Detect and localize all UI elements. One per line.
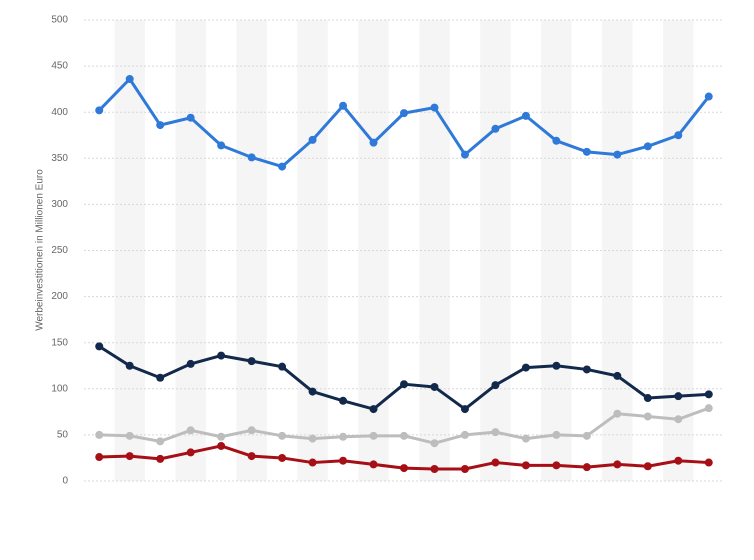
data-point xyxy=(278,362,287,371)
data-point xyxy=(217,141,226,150)
data-point xyxy=(278,453,287,462)
data-point xyxy=(339,101,348,110)
data-point xyxy=(613,409,622,418)
data-point xyxy=(247,357,256,366)
data-point xyxy=(156,454,165,463)
data-point xyxy=(125,452,134,461)
data-point xyxy=(247,426,256,435)
data-point xyxy=(521,461,530,470)
data-point xyxy=(704,458,713,467)
data-point xyxy=(339,396,348,405)
y-tick-label: 250 xyxy=(51,245,68,256)
data-point xyxy=(339,456,348,465)
data-point xyxy=(460,465,469,474)
data-point xyxy=(125,75,134,84)
data-point xyxy=(674,392,683,401)
data-point xyxy=(521,434,530,443)
data-point xyxy=(613,150,622,159)
y-tick-label: 150 xyxy=(51,337,68,348)
data-point xyxy=(308,458,317,467)
data-point xyxy=(430,103,439,112)
data-point xyxy=(613,371,622,380)
data-point xyxy=(582,147,591,156)
data-point xyxy=(125,361,134,370)
data-point xyxy=(278,162,287,171)
data-point xyxy=(400,431,408,440)
data-point xyxy=(491,381,500,390)
data-point xyxy=(552,361,561,370)
data-point xyxy=(308,135,317,144)
data-point xyxy=(582,463,591,472)
data-point xyxy=(491,124,500,133)
data-point xyxy=(278,431,287,440)
data-point xyxy=(460,430,469,439)
y-tick-label: 0 xyxy=(62,476,68,487)
data-point xyxy=(674,415,683,424)
data-point xyxy=(217,351,226,360)
data-point xyxy=(156,121,165,130)
y-tick-label: 400 xyxy=(51,107,68,118)
data-point xyxy=(156,437,165,446)
data-point xyxy=(247,153,256,162)
data-point xyxy=(95,430,104,439)
data-point xyxy=(552,430,561,439)
data-point xyxy=(369,138,378,147)
data-point xyxy=(247,452,256,461)
data-point xyxy=(704,390,713,399)
data-point xyxy=(704,404,713,413)
data-point xyxy=(95,453,104,462)
data-point xyxy=(552,461,561,470)
data-point xyxy=(491,458,500,467)
data-point xyxy=(186,426,195,435)
data-point xyxy=(430,382,439,391)
y-tick-label: 50 xyxy=(57,430,69,441)
data-point xyxy=(460,150,469,159)
data-point xyxy=(125,431,134,440)
data-point xyxy=(643,412,652,421)
data-point xyxy=(308,387,317,396)
data-point xyxy=(369,460,378,469)
data-point xyxy=(156,373,165,382)
data-point xyxy=(217,432,226,441)
data-point xyxy=(643,394,652,403)
data-point xyxy=(521,363,530,372)
y-tick-label: 100 xyxy=(51,383,68,394)
data-point xyxy=(674,456,683,465)
data-point xyxy=(339,432,348,441)
data-point xyxy=(400,464,408,473)
y-tick-label: 350 xyxy=(51,153,68,164)
data-point xyxy=(491,428,500,437)
y-tick-label: 450 xyxy=(51,61,68,72)
data-point xyxy=(95,342,104,351)
data-point xyxy=(674,131,683,140)
data-point xyxy=(186,448,195,457)
y-axis-label: Werbeinvestitionen in Millionen Euro xyxy=(35,169,46,331)
data-point xyxy=(521,111,530,120)
data-point xyxy=(430,465,439,474)
data-point xyxy=(430,439,439,448)
data-point xyxy=(400,109,408,118)
data-point xyxy=(613,460,622,469)
data-point xyxy=(582,365,591,374)
data-point xyxy=(186,113,195,122)
data-point xyxy=(460,405,469,414)
data-point xyxy=(582,431,591,440)
data-point xyxy=(643,142,652,151)
data-point xyxy=(186,359,195,368)
y-tick-label: 200 xyxy=(51,291,68,302)
data-point xyxy=(308,434,317,443)
data-point xyxy=(217,441,226,450)
data-point xyxy=(552,136,561,145)
data-point xyxy=(643,462,652,471)
data-point xyxy=(400,380,408,389)
y-tick-label: 300 xyxy=(51,199,68,210)
y-tick-label: 500 xyxy=(51,15,68,26)
data-point xyxy=(369,431,378,440)
data-point xyxy=(95,106,104,115)
data-point xyxy=(369,405,378,414)
data-point xyxy=(704,92,713,101)
